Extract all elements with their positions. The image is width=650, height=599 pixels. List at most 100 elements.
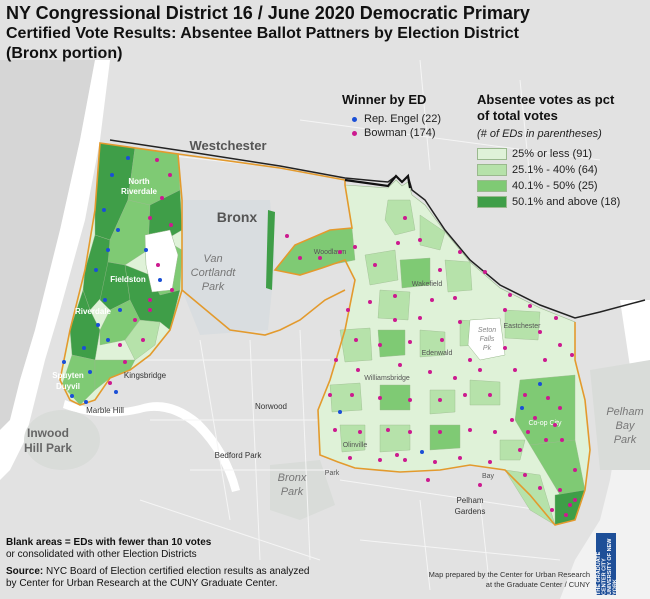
label-woodlawn: Woodlawn xyxy=(314,249,347,256)
logo-text: THE GRADUATE CENTER CITY UNIVERSITY OF N… xyxy=(596,538,619,595)
bowman-ed-dot xyxy=(453,296,457,300)
bowman-ed-dot xyxy=(438,268,442,272)
bowman-ed-dot xyxy=(169,223,173,227)
engel-ed-dot xyxy=(520,406,524,410)
bowman-ed-dot xyxy=(513,368,517,372)
bowman-ed-dot xyxy=(430,298,434,302)
engel-ed-dot xyxy=(70,394,74,398)
engel-ed-dot xyxy=(96,323,100,327)
label-pelham-gardens-2: Gardens xyxy=(455,507,486,516)
bowman-ed-dot xyxy=(468,428,472,432)
bowman-ed-dot xyxy=(564,513,568,517)
label-kingsbridge: Kingsbridge xyxy=(124,371,167,380)
bowman-ed-dot xyxy=(108,381,112,385)
engel-ed-dot xyxy=(102,208,106,212)
label-bronx-park-1: Bronx xyxy=(278,472,307,484)
bowman-ed-dot xyxy=(354,338,358,342)
label-bay: Bay xyxy=(482,473,495,480)
swatch-40-to-50 xyxy=(477,180,507,192)
bowman-ed-dot xyxy=(328,393,332,397)
engel-ed-dot xyxy=(158,278,162,282)
label-williamsbridge: Williamsbridge xyxy=(364,375,410,382)
westchester-border-notch xyxy=(344,173,412,189)
bowman-ed-dot xyxy=(346,308,350,312)
source-text-1: NYC Board of Election certified election… xyxy=(46,566,310,577)
bowman-ed-dot xyxy=(333,428,337,432)
credit-line-2: at the Graduate Center / CUNY xyxy=(485,580,590,589)
source-label: Source: xyxy=(6,566,44,577)
winner-legend-bowman: Bowman (174) xyxy=(364,127,436,139)
bowman-ed-dot xyxy=(428,370,432,374)
label-seton-1: Seton xyxy=(478,327,496,334)
label-fieldston: Fieldston xyxy=(110,275,146,284)
bowman-ed-dot xyxy=(438,430,442,434)
title-line-3: (Bronx portion) xyxy=(6,45,123,62)
label-riverdale: Riverdale xyxy=(75,307,112,316)
label-eastchester: Eastchester xyxy=(504,323,542,330)
bowman-ed-dot xyxy=(538,330,542,334)
title-line-1: NY Congressional District 16 / June 2020… xyxy=(6,3,530,23)
engel-dot-icon xyxy=(352,117,357,122)
engel-ed-dot xyxy=(116,228,120,232)
bowman-ed-dot xyxy=(168,173,172,177)
bowman-ed-dot xyxy=(553,423,557,427)
engel-ed-dot xyxy=(106,338,110,342)
bowman-ed-dot xyxy=(503,308,507,312)
share-class-label-1: 25% or less (91) xyxy=(512,148,593,160)
bowman-ed-dot xyxy=(393,318,397,322)
bowman-ed-dot xyxy=(403,458,407,462)
county-line xyxy=(109,139,646,319)
bowman-ed-dot xyxy=(353,245,357,249)
bowman-ed-dot xyxy=(528,304,532,308)
inwood-hill-park-area xyxy=(24,410,100,470)
bowman-ed-dot xyxy=(458,250,462,254)
bowman-ed-dot xyxy=(440,338,444,342)
bowman-ed-dot xyxy=(285,234,289,238)
label-van-cortlandt-1: Van xyxy=(203,253,222,265)
bowman-ed-dot xyxy=(350,393,354,397)
label-van-cortlandt-3: Park xyxy=(202,281,225,293)
bowman-ed-dot xyxy=(488,460,492,464)
label-wakefield: Wakefield xyxy=(412,281,443,288)
bowman-ed-dot xyxy=(518,448,522,452)
bowman-ed-dot xyxy=(123,360,127,364)
engel-ed-dot xyxy=(126,156,130,160)
fieldston-blank-area xyxy=(144,229,179,293)
bowman-ed-dot xyxy=(396,241,400,245)
label-marble-hill: Marble Hill xyxy=(86,406,124,415)
bowman-ed-dot xyxy=(356,368,360,372)
bowman-ed-dot xyxy=(538,486,542,490)
bowman-ed-dot xyxy=(141,338,145,342)
bowman-ed-dot xyxy=(468,358,472,362)
district-boundary-west xyxy=(59,142,183,406)
engel-ed-dot xyxy=(62,360,66,364)
bowman-ed-dot xyxy=(478,368,482,372)
bowman-ed-dot xyxy=(155,158,159,162)
engel-ed-dot xyxy=(144,248,148,252)
bowman-ed-dot xyxy=(403,216,407,220)
bowman-ed-dot xyxy=(368,300,372,304)
source-note-2: by Center for Urban Research at the CUNY… xyxy=(6,578,278,589)
pelham-bay-park-area xyxy=(590,360,650,470)
swatch-25-or-less xyxy=(477,148,507,160)
bowman-ed-dot xyxy=(508,293,512,297)
bowman-ed-dot xyxy=(408,398,412,402)
bowman-ed-dot xyxy=(148,308,152,312)
label-pelham-bay-3: Park xyxy=(614,434,637,446)
bowman-ed-dot xyxy=(118,343,122,347)
share-legend-heading-2: of total votes xyxy=(477,108,558,123)
bowman-ed-dot xyxy=(478,483,482,487)
bowman-ed-dot xyxy=(348,456,352,460)
engel-ed-dot xyxy=(103,298,107,302)
bowman-ed-dot xyxy=(408,430,412,434)
bowman-ed-dot xyxy=(408,340,412,344)
label-norwood: Norwood xyxy=(255,402,287,411)
label-bronx-park-2: Park xyxy=(281,486,304,498)
source-note-1: Source: NYC Board of Election certified … xyxy=(6,566,309,577)
bowman-ed-dot xyxy=(426,478,430,482)
bowman-ed-dot xyxy=(318,256,322,260)
bowman-ed-dot xyxy=(453,376,457,380)
bowman-ed-dot xyxy=(418,316,422,320)
place-labels: Westchester Bronx Van Cortlandt Park Nor… xyxy=(24,138,644,516)
